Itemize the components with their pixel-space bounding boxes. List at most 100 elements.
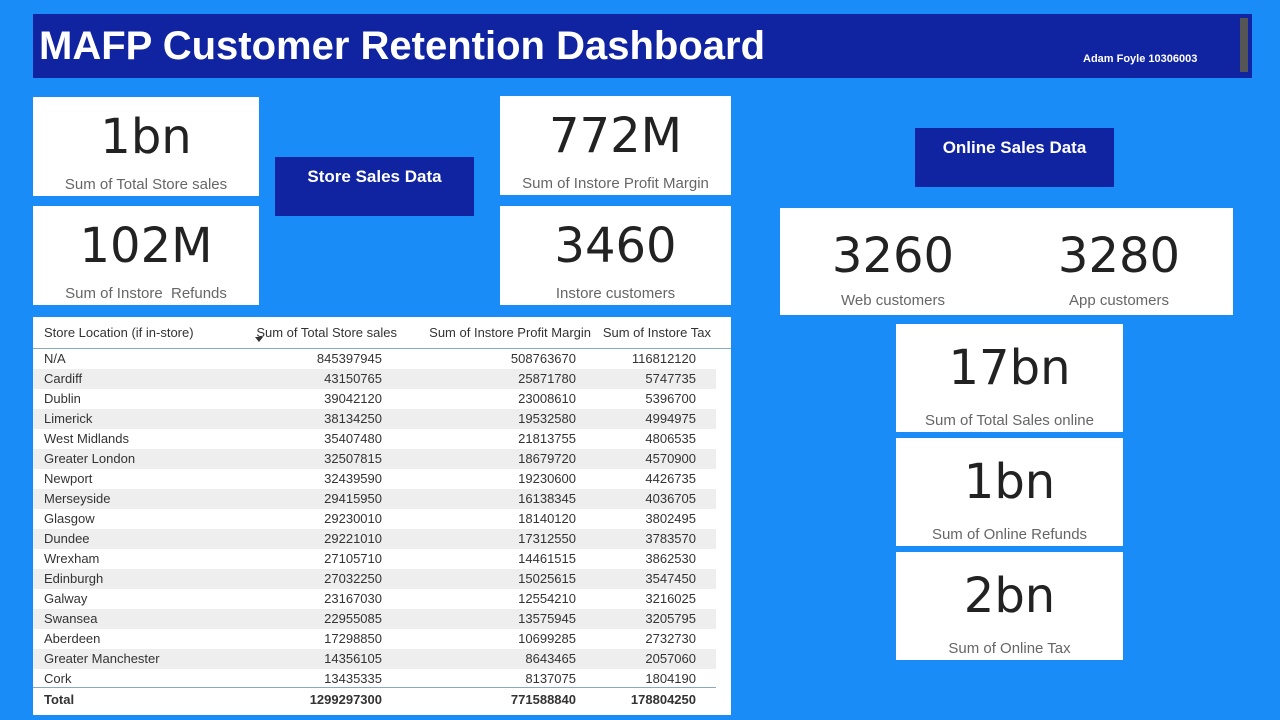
cell-value: 845397945 [316, 351, 382, 366]
table-row: Dublin 39042120 23008610 5396700 [33, 389, 716, 409]
table-row: Limerick 38134250 19532580 4994975 [33, 409, 716, 429]
card-value: 1bn [100, 108, 192, 165]
cell-value: 4570900 [645, 451, 696, 466]
column-header[interactable]: Sum of Total Store sales [256, 325, 397, 340]
card-value: 102M [79, 217, 213, 274]
row-label: Galway [44, 591, 88, 606]
cell-value: 38134250 [324, 411, 382, 426]
cell-value: 2732730 [645, 631, 696, 646]
table-row: N/A 845397945 508763670 116812120 [33, 349, 716, 369]
table-row: Edinburgh 27032250 15025615 3547450 [33, 569, 716, 589]
customer-card: 3260 Web customers 3280 App customers [780, 208, 1233, 315]
row-label: Cardiff [44, 371, 83, 386]
cell-value: 508763670 [510, 351, 576, 366]
cell-value: 21813755 [518, 431, 576, 446]
column-header[interactable]: Sum of Instore Tax [602, 325, 711, 340]
kpi-card: 2bn Sum of Online Tax [896, 552, 1123, 660]
row-label: Newport [44, 471, 93, 486]
card-label: Sum of Instore Refunds [65, 285, 227, 302]
row-label: Edinburgh [44, 571, 104, 586]
scrollbar [1240, 18, 1248, 72]
cell-value: 39042120 [324, 391, 382, 406]
row-label: Wrexham [44, 551, 100, 566]
cell-value: 35407480 [324, 431, 382, 446]
kpi-card: 1bn Sum of Online Refunds [896, 438, 1123, 546]
cell-value: 13575945 [518, 611, 576, 626]
row-label: Greater Manchester [44, 651, 160, 666]
sort-arrow [255, 337, 263, 342]
row-label: Greater London [44, 451, 136, 466]
cell-value: 4806535 [645, 431, 696, 446]
cell-value: 3547450 [645, 571, 696, 586]
card-value: 17bn [948, 340, 1071, 396]
cell-value: 19532580 [518, 411, 576, 426]
table-row: Greater Manchester 14356105 8643465 2057060 [33, 649, 716, 669]
cell-value: 12554210 [518, 591, 576, 606]
online-button[interactable]: Online Sales Data [915, 128, 1114, 187]
row-label: Swansea [44, 611, 98, 626]
cell-value: 15025615 [518, 571, 576, 586]
card-value: 772M [548, 107, 683, 164]
card-label: Sum of Online Tax [948, 640, 1071, 657]
cell-value: 1299297300 [309, 692, 382, 707]
cell-value: 25871780 [518, 371, 576, 386]
column-header[interactable]: Sum of Instore Profit Margin [429, 325, 591, 340]
cell-value: 5396700 [645, 391, 696, 406]
card-label: Web customers [841, 292, 945, 309]
store-button[interactable]: Store Sales Data [275, 157, 474, 216]
table-row: Greater London 32507815 18679720 4570900 [33, 449, 716, 469]
cell-value: 3783570 [645, 531, 696, 546]
row-label: Total [44, 692, 75, 707]
row-label: Limerick [44, 411, 93, 426]
cell-value: 43150765 [324, 371, 382, 386]
cell-value: 771588840 [510, 692, 576, 707]
cell-value: 3205795 [645, 611, 696, 626]
column-header[interactable]: Store Location (if in-store) [44, 325, 194, 340]
table-row: Cardiff 43150765 25871780 5747735 [33, 369, 716, 389]
cell-value: 23008610 [518, 391, 576, 406]
cell-value: 5747735 [645, 371, 696, 386]
row-label: Merseyside [44, 491, 111, 506]
table-row: Cork 13435335 8137075 1804190 [33, 669, 716, 689]
row-label: West Midlands [44, 431, 130, 446]
table-row: Newport 32439590 19230600 4426735 [33, 469, 716, 489]
cell-value: 13435335 [324, 671, 382, 686]
row-label: Dundee [44, 531, 90, 546]
store-table: Store Location (if in-store) Sum of Total… [33, 317, 731, 715]
cell-value: 27105710 [324, 551, 382, 566]
row-label: Dublin [44, 391, 81, 406]
title: MAFP Customer Retention Dashboard [39, 24, 765, 68]
table-row: Merseyside 29415950 16138345 4036705 [33, 489, 716, 509]
cell-value: 22955085 [324, 611, 382, 626]
author: Adam Foyle 10306003 [1083, 53, 1198, 65]
card-label: Sum of Total Store sales [64, 176, 228, 193]
cell-value: 29230010 [324, 511, 382, 526]
card-value: 3460 [554, 217, 677, 274]
table-row: Aberdeen 17298850 10699285 2732730 [33, 629, 716, 649]
cell-value: 3862530 [645, 551, 696, 566]
header-bar: MAFP Customer Retention Dashboard Adam F… [33, 14, 1252, 78]
cell-value: 27032250 [324, 571, 382, 586]
cell-value: 3216025 [645, 591, 696, 606]
card-value: 3280 [1057, 228, 1181, 284]
cell-value: 1804190 [645, 671, 696, 686]
table-row: Wrexham 27105710 14461515 3862530 [33, 549, 716, 569]
cell-value: 8137075 [525, 671, 576, 686]
cell-value: 32439590 [324, 471, 382, 486]
cell-value: 10699285 [518, 631, 576, 646]
cell-value: 8643465 [525, 651, 576, 666]
cell-value: 16138345 [518, 491, 576, 506]
row-label: Aberdeen [44, 631, 101, 646]
cell-value: 4426735 [645, 471, 696, 486]
cell-value: 17298850 [324, 631, 382, 646]
cell-value: 4036705 [645, 491, 696, 506]
cell-value: 18679720 [518, 451, 576, 466]
card-label: Sum of Total Sales online [925, 412, 1094, 429]
table-header: Store Location (if in-store) Sum of Total… [33, 317, 731, 349]
table-row: West Midlands 35407480 21813755 4806535 [33, 429, 716, 449]
kpi-card: 17bn Sum of Total Sales online [896, 324, 1123, 432]
table-row: Galway 23167030 12554210 3216025 [33, 589, 716, 609]
row-label: Cork [44, 671, 72, 686]
cell-value: 29221010 [324, 531, 382, 546]
